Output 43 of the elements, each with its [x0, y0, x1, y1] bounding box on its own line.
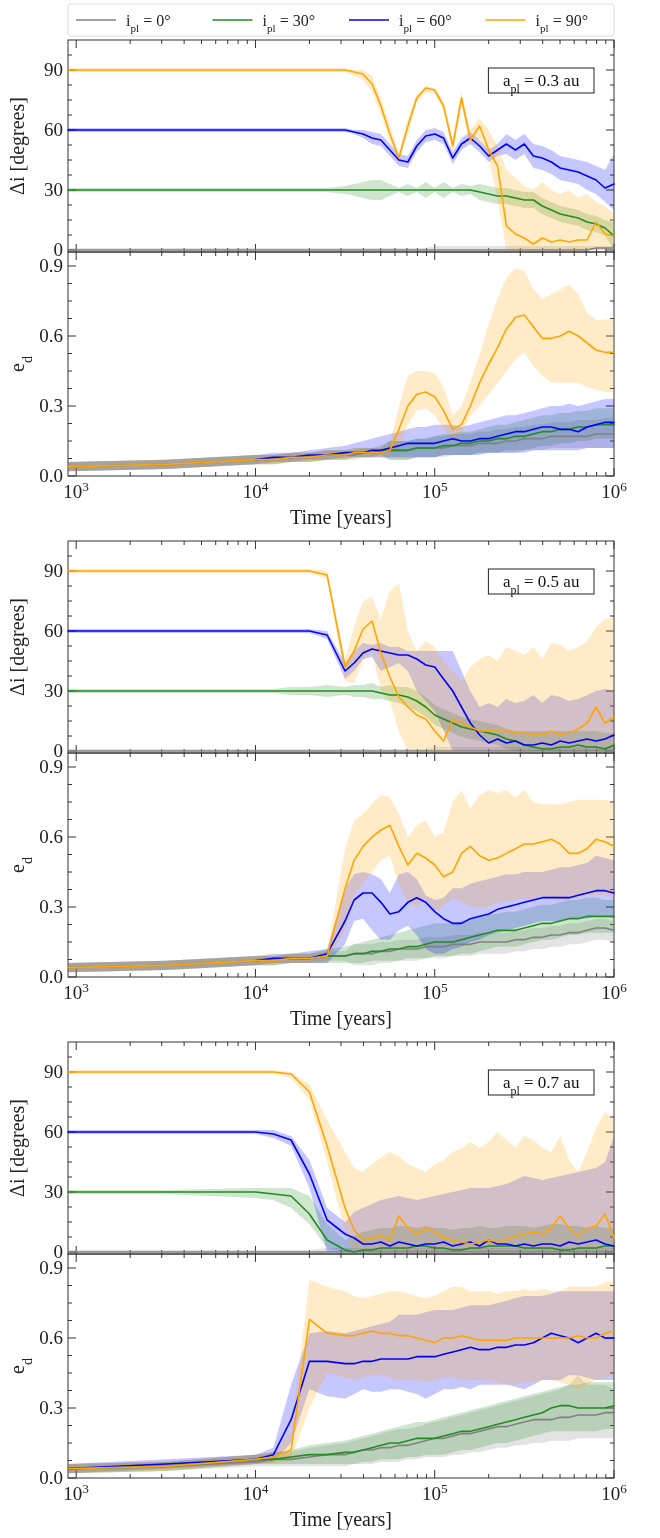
y-tick-label: 60 [44, 119, 63, 140]
y-tick-label: 60 [44, 1121, 63, 1142]
legend-label: i$_{pl}$ = 60° [399, 12, 452, 34]
y-tick-label: 30 [44, 179, 63, 200]
legend-label: i$_{pl}$ = 0° [126, 12, 171, 34]
y-tick-label: 60 [44, 620, 63, 641]
x-tick-label: 10$^{5}$ [421, 478, 448, 502]
x-tick-label: 10$^{6}$ [601, 979, 628, 1003]
y-tick-label: 90 [44, 1061, 63, 1082]
x-tick-label: 10$^{4}$ [242, 1480, 269, 1504]
x-tick-label: 10$^{5}$ [421, 979, 448, 1003]
x-tick-label: 10$^{5}$ [421, 1480, 448, 1504]
x-tick-label: 10$^{6}$ [601, 1480, 628, 1504]
annotation: a$_{pl}$ = 0.7 au [502, 1073, 580, 1098]
x-axis-title: Time [years] [289, 1508, 393, 1531]
x-tick-label: 10$^{4}$ [242, 478, 269, 502]
y-tick-label: 30 [44, 1181, 63, 1202]
y-tick-label: 0.6 [39, 1327, 63, 1348]
legend-label: i$_{pl}$ = 90° [535, 12, 589, 34]
x-axis-title: Time [years] [289, 506, 393, 529]
y-tick-label: 90 [44, 560, 63, 581]
y-tick-label: 0.6 [39, 826, 63, 847]
x-axis-title: Time [years] [289, 1007, 393, 1030]
y-tick-label: 0.3 [39, 896, 63, 917]
y-axis-title: Δi [degrees] [6, 1099, 29, 1197]
y-tick-label: 0.3 [39, 1397, 63, 1418]
x-tick-label: 10$^{3}$ [63, 1480, 90, 1504]
legend-label: i$_{pl}$ = 30° [262, 12, 316, 34]
y-tick-label: 0.6 [39, 325, 63, 346]
y-tick-label: 90 [44, 59, 63, 80]
annotation: a$_{pl}$ = 0.5 au [502, 572, 580, 597]
x-tick-label: 10$^{3}$ [63, 478, 90, 502]
y-tick-label: 0.0 [39, 465, 63, 486]
x-tick-label: 10$^{3}$ [63, 979, 90, 1003]
y-axis-title: Δi [degrees] [6, 598, 29, 696]
y-tick-label: 30 [44, 680, 63, 701]
y-tick-label: 0.0 [39, 1467, 63, 1488]
annotation: a$_{pl}$ = 0.3 au [502, 71, 580, 96]
y-tick-label: 0.0 [39, 966, 63, 987]
x-tick-label: 10$^{6}$ [601, 478, 628, 502]
y-tick-label: 0.3 [39, 395, 63, 416]
x-tick-label: 10$^{4}$ [242, 979, 269, 1003]
y-axis-title: Δi [degrees] [6, 97, 29, 195]
